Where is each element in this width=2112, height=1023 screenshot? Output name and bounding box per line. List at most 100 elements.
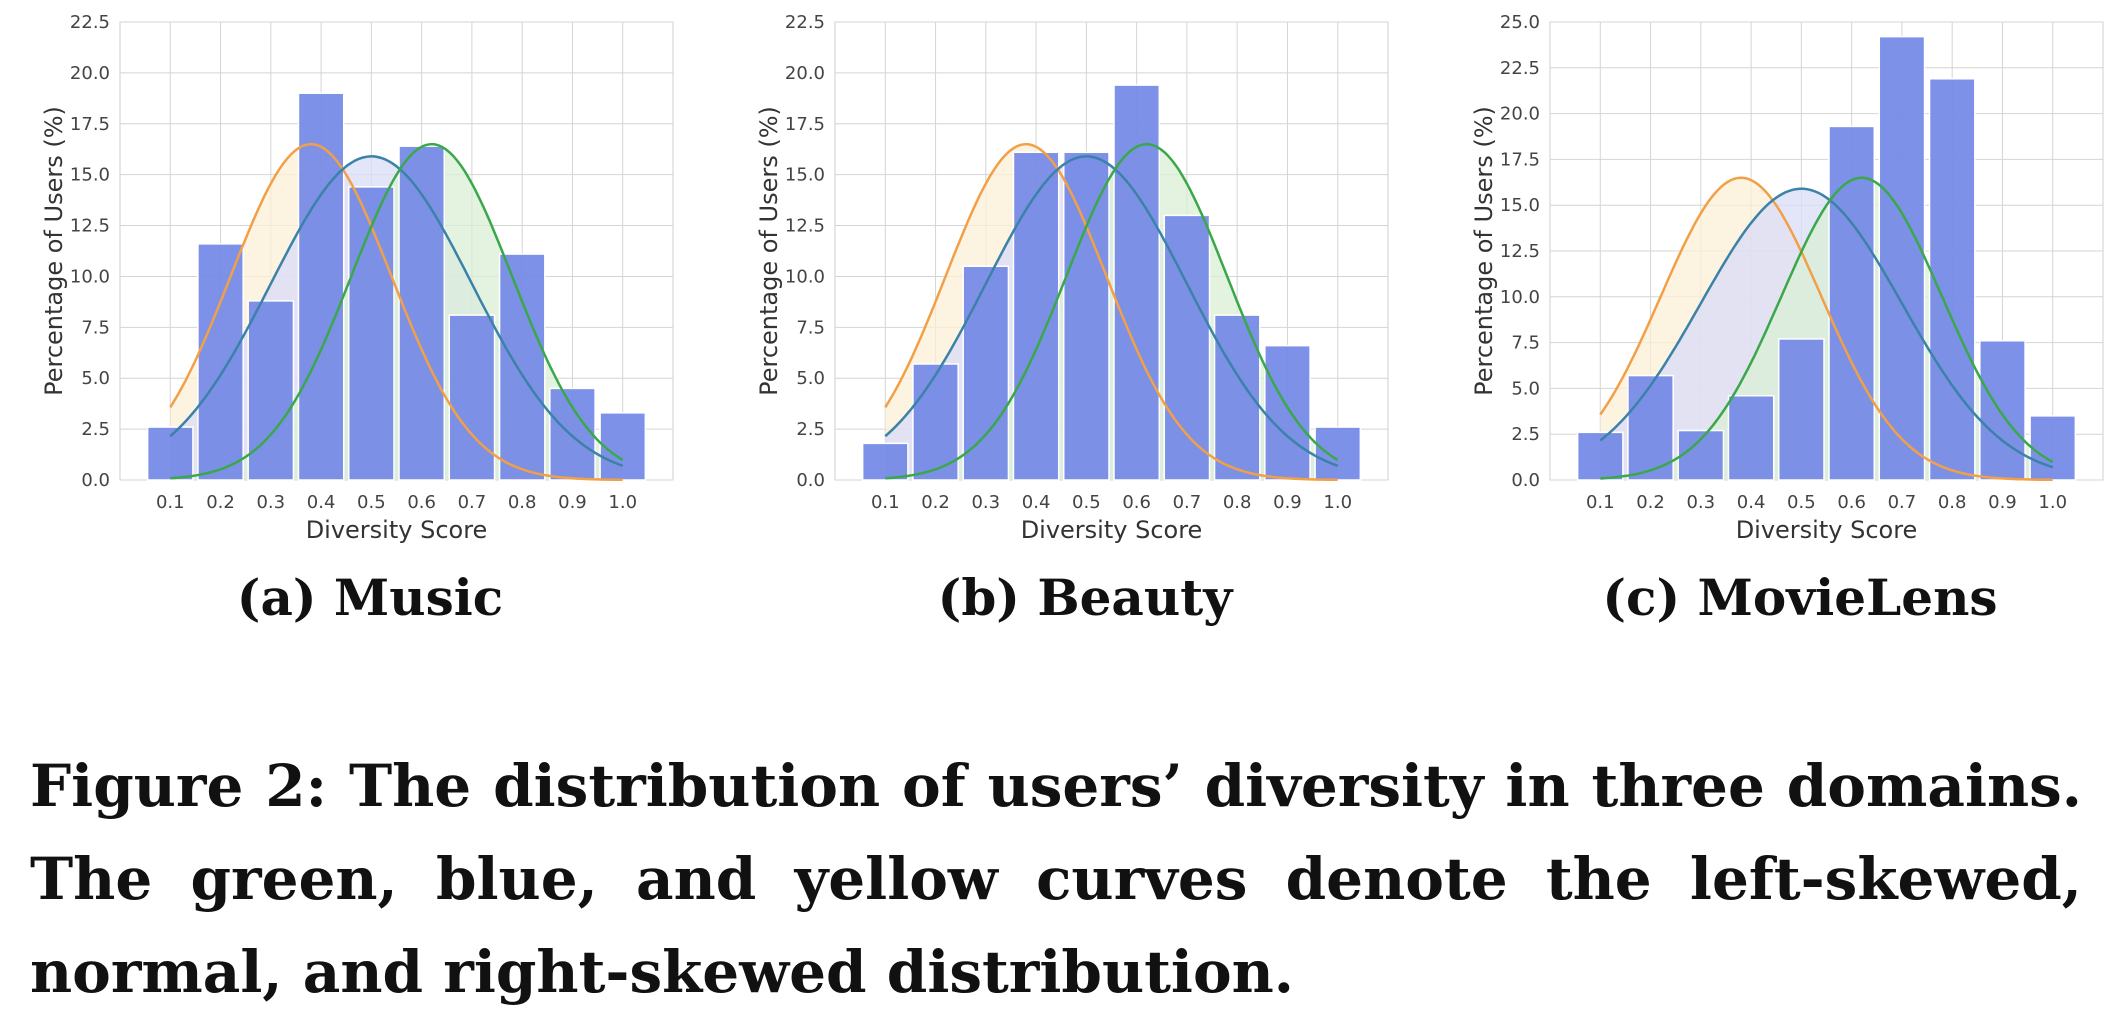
y-tick-label: 20.0 bbox=[70, 63, 110, 84]
bar bbox=[1777, 338, 1825, 481]
figure-caption: Figure 2: The distribution of users’ div… bbox=[30, 752, 2082, 1006]
curve-line-left-skewed bbox=[170, 142, 624, 480]
bar bbox=[1113, 84, 1161, 481]
y-tick-label: 7.5 bbox=[1511, 333, 1540, 354]
y-tick-label: 7.5 bbox=[81, 317, 110, 338]
bar bbox=[347, 186, 395, 481]
bar bbox=[498, 253, 546, 481]
x-tick-label: 0.5 bbox=[1787, 492, 1816, 513]
y-axis-label: Percentage of Users (%) bbox=[40, 106, 68, 396]
x-tick-label: 0.4 bbox=[1022, 492, 1051, 513]
chart-music: 0.0 2.5 5.0 7.5 10.0 12.5 15.0 17.5 20.0 22.5 0.1 0… bbox=[40, 12, 674, 544]
y-axis-label: Percentage of Users (%) bbox=[1470, 106, 1498, 396]
x-tick-label: 0.9 bbox=[1988, 492, 2017, 513]
x-tick-label: 0.7 bbox=[458, 492, 487, 513]
x-tick-label: 0.4 bbox=[307, 492, 336, 513]
chart-beauty: 0.0 2.5 5.0 7.5 10.0 12.5 15.0 17.5 20.0 22.5 0.1 0… bbox=[755, 12, 1389, 544]
chart-panel-movielens: 0.0 2.5 5.0 7.5 10.0 12.5 15.0 17.5 20.0 22.5 25.0… bbox=[1450, 0, 2112, 627]
y-tick-label: 2.5 bbox=[796, 419, 825, 440]
x-tick-label: 0.4 bbox=[1737, 492, 1766, 513]
x-axis-label: Diversity Score bbox=[1021, 516, 1203, 544]
bar bbox=[297, 92, 345, 481]
x-axis-label: Diversity Score bbox=[306, 516, 488, 544]
y-tick-label: 12.5 bbox=[70, 216, 110, 237]
x-tick-label: 0.5 bbox=[1072, 492, 1101, 513]
x-tick-label: 0.6 bbox=[1837, 492, 1866, 513]
curve-line-right-skewed bbox=[884, 142, 1338, 482]
y-tick-label: 5.0 bbox=[1511, 378, 1540, 399]
y-tick-label: 20.0 bbox=[1500, 104, 1540, 125]
chart-movielens: 0.0 2.5 5.0 7.5 10.0 12.5 15.0 17.5 20.0 22.5 25.0… bbox=[1470, 12, 2104, 544]
x-tick-label: 0.1 bbox=[871, 492, 900, 513]
x-tick-label: 0.8 bbox=[508, 492, 537, 513]
y-tick-label: 20.0 bbox=[785, 63, 825, 84]
y-tick-label: 2.5 bbox=[81, 419, 110, 440]
bar bbox=[1314, 426, 1362, 481]
x-tick-label: 1.0 bbox=[2038, 492, 2067, 513]
bar bbox=[197, 243, 244, 481]
bar bbox=[1878, 35, 1926, 481]
curve-line-normal bbox=[884, 155, 1339, 467]
bar bbox=[448, 314, 496, 481]
curve-line-right-skewed bbox=[1599, 176, 2053, 482]
curve-line-normal bbox=[169, 155, 624, 467]
x-tick-label: 0.7 bbox=[1173, 492, 1202, 513]
bar bbox=[1627, 374, 1674, 481]
y-tick-label: 10.0 bbox=[785, 266, 825, 287]
x-tick-label: 0.6 bbox=[1122, 492, 1151, 513]
y-tick-label: 17.5 bbox=[1500, 149, 1540, 170]
curve-line-normal bbox=[1599, 187, 2054, 469]
bar bbox=[861, 442, 909, 481]
subcaption-beauty: (b) Beauty bbox=[937, 568, 1233, 627]
y-tick-label: 17.5 bbox=[70, 114, 110, 135]
x-tick-label: 0.9 bbox=[558, 492, 587, 513]
y-tick-label: 10.0 bbox=[70, 266, 110, 287]
x-tick-label: 0.6 bbox=[407, 492, 436, 513]
subcaption-movielens: (c) MovieLens bbox=[1602, 568, 1998, 627]
curve-line-left-skewed bbox=[1600, 176, 2054, 480]
bar bbox=[912, 363, 959, 481]
bar bbox=[1928, 78, 1976, 481]
y-tick-label: 15.0 bbox=[1500, 195, 1540, 216]
y-tick-label: 22.5 bbox=[1500, 58, 1540, 79]
bar bbox=[1979, 340, 2026, 481]
subcaption-music: (a) Music bbox=[236, 568, 504, 627]
bar bbox=[1828, 125, 1876, 481]
bar bbox=[1727, 394, 1775, 481]
y-tick-label: 5.0 bbox=[796, 368, 825, 389]
x-tick-label: 0.3 bbox=[971, 492, 1000, 513]
x-tick-label: 0.2 bbox=[1636, 492, 1665, 513]
y-tick-label: 0.0 bbox=[81, 470, 110, 491]
y-tick-label: 25.0 bbox=[1500, 12, 1540, 33]
y-tick-label: 15.0 bbox=[70, 165, 110, 186]
x-tick-label: 0.2 bbox=[921, 492, 950, 513]
x-tick-label: 0.1 bbox=[1586, 492, 1615, 513]
bar bbox=[2029, 415, 2077, 481]
bar bbox=[549, 387, 596, 481]
y-tick-label: 7.5 bbox=[796, 317, 825, 338]
y-tick-label: 12.5 bbox=[785, 216, 825, 237]
x-tick-label: 0.7 bbox=[1888, 492, 1917, 513]
bar bbox=[962, 265, 1010, 481]
chart-panel-music: 0.0 2.5 5.0 7.5 10.0 12.5 15.0 17.5 20.0 22.5 0.1 0… bbox=[20, 0, 720, 627]
x-tick-label: 0.8 bbox=[1938, 492, 1967, 513]
y-tick-label: 17.5 bbox=[785, 114, 825, 135]
chart-panel-beauty: 0.0 2.5 5.0 7.5 10.0 12.5 15.0 17.5 20.0 22.5 0.1 0… bbox=[735, 0, 1435, 627]
x-tick-label: 0.5 bbox=[357, 492, 386, 513]
y-tick-label: 12.5 bbox=[1500, 241, 1540, 262]
x-tick-label: 1.0 bbox=[608, 492, 637, 513]
bar bbox=[1012, 151, 1060, 481]
y-tick-label: 0.0 bbox=[1511, 470, 1540, 491]
y-tick-label: 0.0 bbox=[796, 470, 825, 491]
bar bbox=[599, 412, 647, 481]
x-tick-label: 1.0 bbox=[1323, 492, 1352, 513]
x-tick-label: 0.3 bbox=[256, 492, 285, 513]
bar bbox=[1264, 344, 1311, 481]
x-axis-label: Diversity Score bbox=[1736, 516, 1918, 544]
curve-line-left-skewed bbox=[885, 142, 1339, 480]
y-tick-label: 2.5 bbox=[1511, 424, 1540, 445]
y-tick-label: 15.0 bbox=[785, 165, 825, 186]
y-tick-label: 5.0 bbox=[81, 368, 110, 389]
bar bbox=[247, 300, 295, 481]
